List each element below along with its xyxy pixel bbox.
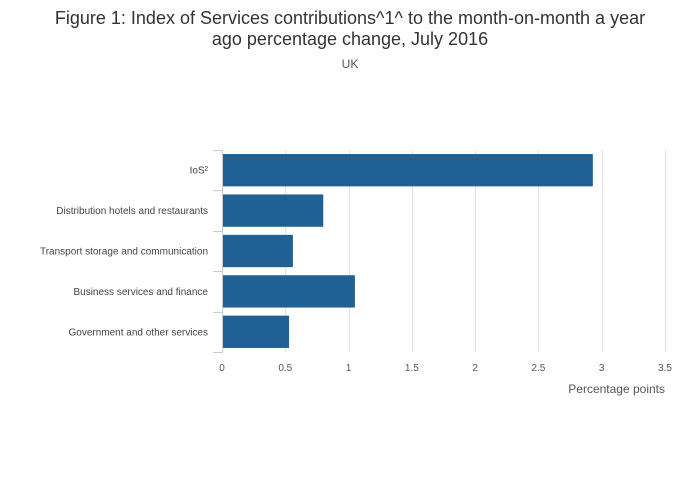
- x-tick-labels: 0 0.5 1 1.5 2 2.5 3 3.5: [219, 363, 672, 374]
- bar: [223, 154, 593, 187]
- category-label: Transport storage and communication: [40, 247, 208, 258]
- category-label: Business services and finance: [73, 287, 208, 298]
- x-tick-label: 3: [599, 363, 605, 374]
- chart-title-line-2: ago percentage change, July 2016: [211, 29, 489, 49]
- x-tick-label: 3.5: [658, 363, 672, 374]
- bar: [223, 315, 290, 348]
- x-tick-label: 1: [346, 363, 352, 374]
- x-tick-label: 2: [472, 363, 478, 374]
- chart-subtitle: UK: [341, 57, 359, 71]
- x-tick-label: 2.5: [531, 363, 545, 374]
- x-tick-label: 0.5: [278, 363, 292, 374]
- chart-title-line-1: Figure 1: Index of Services contribution…: [54, 8, 646, 28]
- bar: [223, 194, 324, 227]
- category-labels: IoS² Distribution hotels and restaurants T…: [40, 166, 209, 339]
- axes: [213, 150, 223, 353]
- category-label: Government and other services: [68, 327, 208, 338]
- bars: [223, 154, 593, 348]
- category-label: Distribution hotels and restaurants: [56, 206, 208, 217]
- x-tick-label: 0: [219, 363, 225, 374]
- x-tick-label: 1.5: [405, 363, 419, 374]
- chart-title: Figure 1: Index of Services contribution…: [0, 8, 700, 50]
- bar: [223, 234, 293, 268]
- bar: [223, 275, 355, 308]
- category-label: IoS²: [190, 166, 209, 177]
- x-axis-title: Percentage points: [568, 382, 665, 396]
